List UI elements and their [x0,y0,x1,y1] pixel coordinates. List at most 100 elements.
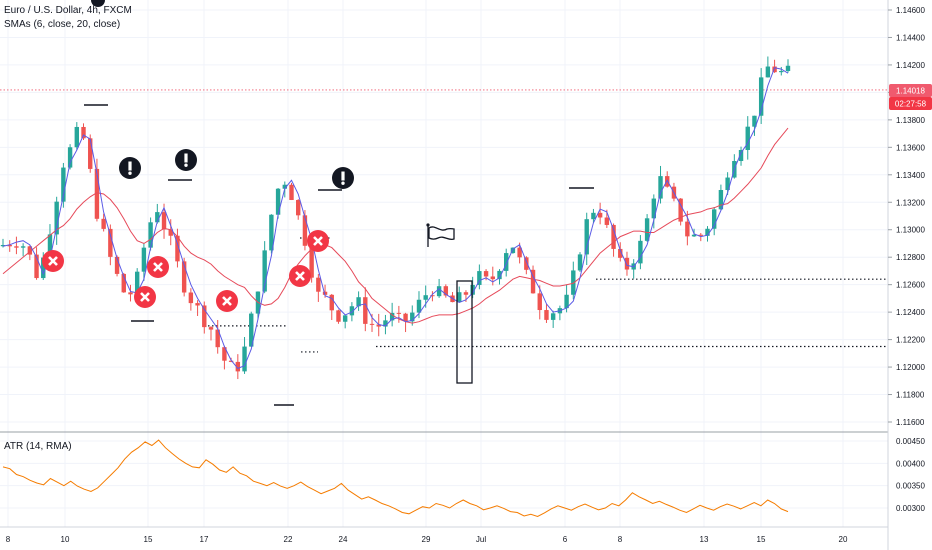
candle-body [202,305,207,328]
cancel-icon [134,286,156,308]
candle-body [336,310,341,322]
candle-body [101,218,106,229]
candle-body [356,297,361,307]
candle-body [497,270,502,280]
candle-body [322,291,328,295]
candle-body [88,138,93,169]
candle-body [591,212,596,220]
candle-body [282,184,287,189]
candle-body [410,312,415,322]
candle-body [577,254,583,271]
candle-body [269,214,274,251]
candle-body [94,168,100,219]
candle-body [316,277,321,292]
price-tick-label: 1.14400 [896,33,925,42]
time-tick-label: 6 [563,535,568,544]
candle-body [61,167,66,202]
candle-body [403,313,408,322]
atr-line [2,439,789,518]
candle-body [651,198,657,219]
time-tick-label: Jul [476,535,486,544]
candle-body [430,295,435,297]
candle-body [691,234,697,237]
price-tick-label: 1.13000 [896,226,925,235]
cancel-icon [42,250,64,272]
candle-body [510,247,516,254]
price-tick-label: 1.14600 [896,6,925,15]
time-tick-label: 17 [200,535,209,544]
price-tick-label: 1.13600 [896,143,925,152]
candle-body [490,276,495,280]
candle-body [215,329,220,348]
candle-body [758,77,764,116]
candle-body [242,346,247,372]
candle-body [597,212,603,218]
atr-indicator-label[interactable]: ATR (14, RMA) [4,441,72,452]
warning-icon [332,167,354,189]
cancel-icon [289,265,311,287]
price-tick-label: 1.11800 [896,391,925,400]
candle-body [148,222,153,248]
candle-body [443,286,449,296]
countdown-label: 02:27:58 [895,100,927,109]
candle-body [383,320,388,327]
candle-body [752,115,757,127]
candle-body [20,246,26,248]
candle-body [638,240,643,264]
candle-body [685,221,690,237]
candle-body [571,270,576,295]
candle-body [195,303,200,306]
candle-body [765,66,771,78]
candle-body [477,271,482,285]
drawing-annotations [42,0,594,406]
atr-tick-label: 0.00450 [896,437,925,446]
candle-body [108,228,113,257]
symbol-title[interactable]: Euro / U.S. Dollar, 4h, FXCM [4,5,132,16]
price-tick-label: 1.12200 [896,336,925,345]
candle-body [416,299,422,313]
time-tick-label: 10 [61,535,70,544]
candle-body [349,306,355,316]
time-tick-label: 22 [284,535,293,544]
candle-body [309,245,314,278]
candle-body [0,244,6,247]
price-tick-label: 1.12400 [896,308,925,317]
candle-body [81,126,86,139]
sma-indicator-label[interactable]: SMAs (6, close, 20, close) [4,19,121,30]
candle-body [41,257,46,279]
candle-body [483,271,489,277]
time-axis[interactable]: 8 10 15 17 22 24 29 Jul 6 8 13 15 20 [6,535,848,544]
time-tick-label: 13 [700,535,709,544]
time-tick-label: 20 [839,535,848,544]
candle-body [785,65,791,72]
candle-body [396,312,402,314]
candle-body [457,292,462,303]
time-tick-label: 29 [422,535,431,544]
candle-body [584,219,589,255]
candle-body [161,212,167,230]
candle-body [537,293,542,311]
candle-body [624,257,630,270]
candle-body [611,224,616,249]
candle-body [67,147,73,168]
candle-body [54,201,59,235]
atr-axis[interactable]: 0.00450 0.00400 0.00350 0.00300 [896,437,925,513]
warning-icon [119,157,141,179]
candle-body [604,217,610,225]
atr-tick-label: 0.00400 [896,459,925,468]
time-tick-label: 8 [618,535,623,544]
price-tick-label: 1.12600 [896,281,925,290]
candle-body [504,253,509,271]
candle-body [275,188,281,215]
candle-body [376,324,381,327]
candle-body [249,313,254,347]
candle-body [705,228,710,236]
candle-body [711,209,717,229]
price-tick-label: 1.13800 [896,116,925,125]
time-tick-label: 8 [6,535,11,544]
candle-body [698,234,703,236]
candle-body [181,261,187,293]
candle-body [289,184,294,201]
candle-body [463,292,469,295]
price-tick-label: 1.11600 [896,418,925,427]
